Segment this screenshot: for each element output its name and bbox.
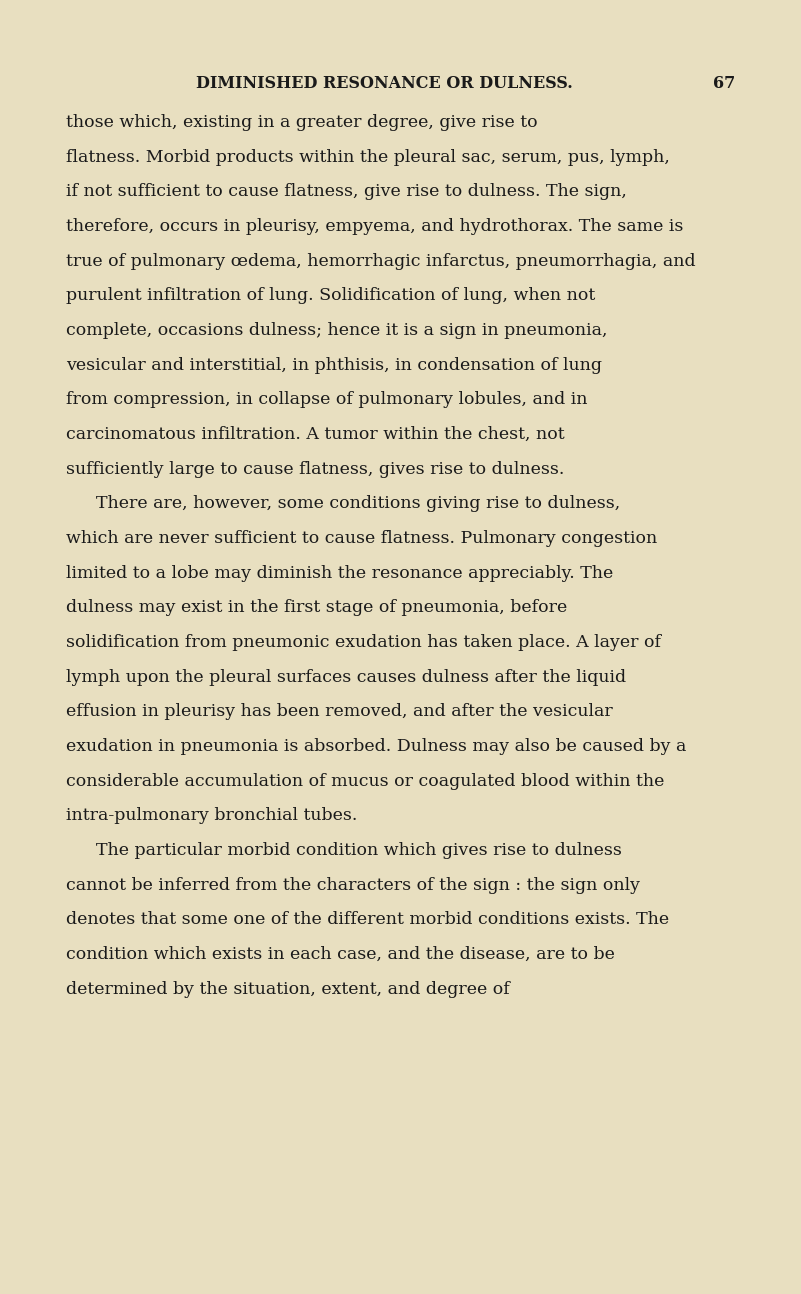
Text: true of pulmonary œdema, hemorrhagic infarctus, pneumorrhagia, and: true of pulmonary œdema, hemorrhagic inf… bbox=[66, 252, 695, 269]
Text: from compression, in collapse of pulmonary lobules, and in: from compression, in collapse of pulmona… bbox=[66, 391, 587, 409]
Text: denotes that some one of the different morbid conditions exists. The: denotes that some one of the different m… bbox=[66, 911, 669, 929]
Text: vesicular and interstitial, in phthisis, in condensation of lung: vesicular and interstitial, in phthisis,… bbox=[66, 357, 602, 374]
Text: therefore, occurs in pleurisy, empyema, and hydrothorax. The same is: therefore, occurs in pleurisy, empyema, … bbox=[66, 217, 683, 236]
Text: DIMINISHED RESONANCE OR DULNESS.: DIMINISHED RESONANCE OR DULNESS. bbox=[196, 75, 573, 92]
Text: lymph upon the pleural surfaces causes dulness after the liquid: lymph upon the pleural surfaces causes d… bbox=[66, 669, 626, 686]
Text: intra-pulmonary bronchial tubes.: intra-pulmonary bronchial tubes. bbox=[66, 807, 357, 824]
Text: cannot be inferred from the characters of the sign : the sign only: cannot be inferred from the characters o… bbox=[66, 877, 640, 894]
Text: considerable accumulation of mucus or coagulated blood within the: considerable accumulation of mucus or co… bbox=[66, 773, 664, 789]
Text: if not sufficient to cause flatness, give rise to dulness. The sign,: if not sufficient to cause flatness, giv… bbox=[66, 184, 626, 201]
Text: solidification from pneumonic exudation has taken place. A layer of: solidification from pneumonic exudation … bbox=[66, 634, 661, 651]
Text: 67: 67 bbox=[713, 75, 735, 92]
Text: which are never sufficient to cause flatness. Pulmonary congestion: which are never sufficient to cause flat… bbox=[66, 531, 657, 547]
Text: limited to a lobe may diminish the resonance appreciably. The: limited to a lobe may diminish the reson… bbox=[66, 564, 613, 582]
Text: dulness may exist in the first stage of pneumonia, before: dulness may exist in the first stage of … bbox=[66, 599, 567, 616]
Text: The particular morbid condition which gives rise to dulness: The particular morbid condition which gi… bbox=[96, 842, 622, 859]
Text: purulent infiltration of lung. Solidification of lung, when not: purulent infiltration of lung. Solidific… bbox=[66, 287, 595, 304]
Text: exudation in pneumonia is absorbed. Dulness may also be caused by a: exudation in pneumonia is absorbed. Duln… bbox=[66, 738, 686, 756]
Text: condition which exists in each case, and the disease, are to be: condition which exists in each case, and… bbox=[66, 946, 614, 963]
Text: complete, occasions dulness; hence it is a sign in pneumonia,: complete, occasions dulness; hence it is… bbox=[66, 322, 607, 339]
Text: flatness. Morbid products within the pleural sac, serum, pus, lymph,: flatness. Morbid products within the ple… bbox=[66, 149, 670, 166]
Text: sufficiently large to cause flatness, gives rise to dulness.: sufficiently large to cause flatness, gi… bbox=[66, 461, 564, 477]
Text: determined by the situation, extent, and degree of: determined by the situation, extent, and… bbox=[66, 981, 509, 998]
Text: carcinomatous infiltration. A tumor within the chest, not: carcinomatous infiltration. A tumor with… bbox=[66, 426, 565, 443]
Text: There are, however, some conditions giving rise to dulness,: There are, however, some conditions givi… bbox=[96, 496, 620, 512]
Text: effusion in pleurisy has been removed, and after the vesicular: effusion in pleurisy has been removed, a… bbox=[66, 704, 613, 721]
Text: those which, existing in a greater degree, give rise to: those which, existing in a greater degre… bbox=[66, 114, 537, 131]
